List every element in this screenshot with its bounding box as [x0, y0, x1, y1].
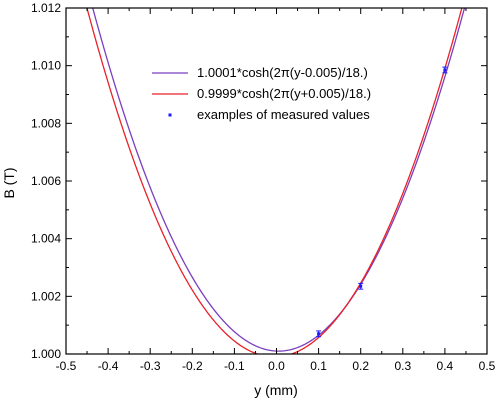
x-tick-label: -0.4	[98, 359, 119, 373]
x-tick-label: 0.4	[437, 359, 454, 373]
legend-label-2: examples of measured values	[197, 107, 370, 122]
points-layer	[316, 66, 448, 338]
y-tick-label: 1.006	[31, 174, 61, 188]
data-point	[317, 332, 321, 336]
y-tick-label: 1.012	[31, 1, 61, 15]
legend: 1.0001*cosh(2π(y-0.005)/18.) 0.9999*cosh(…	[152, 65, 371, 122]
series-line-1	[86, 8, 463, 354]
x-tick-label: 0.1	[310, 359, 327, 373]
x-axis-ticks: -0.5 -0.4 -0.3 -0.2 -0.1 0.0 0.1 0.2 0.3 0.4 0.5	[56, 8, 496, 373]
y-tick-label: 1.010	[31, 59, 61, 73]
y-axis-title: B (T)	[1, 167, 17, 198]
y-tick-label: 1.002	[31, 289, 61, 303]
y-tick-label: 1.004	[31, 232, 61, 246]
y-tick-label: 1.008	[31, 116, 61, 130]
x-tick-label: -0.2	[182, 359, 203, 373]
x-tick-label: -0.1	[224, 359, 245, 373]
x-tick-label: 0.5	[479, 359, 496, 373]
x-tick-label: 0.2	[352, 359, 369, 373]
y-tick-label: 1.000	[31, 347, 61, 361]
legend-label-0: 1.0001*cosh(2π(y-0.005)/18.)	[197, 65, 368, 80]
x-axis-title: y (mm)	[254, 382, 298, 398]
y-axis-ticks: 1.000 1.002 1.004 1.006 1.008 1.010 1.012	[31, 1, 487, 361]
x-tick-label: -0.5	[56, 359, 77, 373]
x-tick-label: 0.0	[268, 359, 285, 373]
legend-label-1: 0.9999*cosh(2π(y+0.005)/18.)	[197, 86, 371, 101]
data-point	[359, 284, 363, 288]
data-point	[443, 68, 447, 72]
x-tick-label: -0.3	[140, 359, 161, 373]
x-tick-label: 0.3	[394, 359, 411, 373]
legend-swatch-2	[168, 113, 172, 117]
